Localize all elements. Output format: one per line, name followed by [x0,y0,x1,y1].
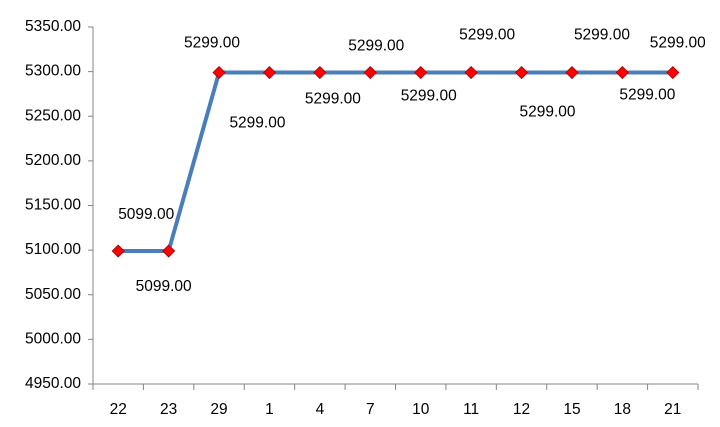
x-tick-label: 22 [110,401,127,418]
x-tick-label: 21 [664,401,681,418]
data-label: 5099.00 [118,206,174,223]
data-label: 5299.00 [184,35,240,52]
x-tick-label: 10 [412,401,430,418]
y-tick-label: 5150.00 [25,197,81,214]
data-label: 5299.00 [619,87,675,104]
marker [464,65,478,80]
marker [313,65,327,80]
marker [363,65,377,80]
y-tick-label: 5350.00 [25,18,81,35]
data-label: 5299.00 [305,91,361,108]
x-tick-label: 23 [160,401,177,418]
x-tick-label: 1 [265,401,274,418]
marker [615,65,629,80]
x-tick-label: 18 [614,401,631,418]
x-tick-label: 7 [366,401,375,418]
y-tick-label: 5050.00 [25,286,81,303]
data-label: 5299.00 [520,104,576,121]
x-tick-label: 29 [210,401,227,418]
marker [111,244,125,258]
data-label: 5299.00 [229,115,285,132]
x-tick-label: 11 [463,401,479,418]
data-label: 5299.00 [459,27,515,44]
y-tick-label: 5250.00 [25,107,81,124]
series-line [118,70,673,254]
data-label: 5299.00 [401,88,457,105]
data-label: 5299.00 [574,27,630,44]
marker [162,244,176,258]
x-tick-label: 15 [563,401,580,418]
data-label: 5099.00 [136,278,192,295]
x-tick-label: 12 [513,401,530,418]
y-tick-label: 5300.00 [25,63,81,80]
marker [212,65,226,80]
y-tick-label: 5100.00 [25,241,81,258]
marker [414,65,428,80]
y-tick-label: 4950.00 [25,375,81,392]
marker [666,65,680,80]
data-label: 5299.00 [650,35,706,52]
marker [514,65,529,80]
marker [565,65,579,80]
y-tick-label: 5200.00 [25,152,81,169]
data-label: 5299.00 [348,38,404,55]
x-tick-label: 4 [316,401,325,418]
marker [262,65,277,80]
y-tick-label: 5000.00 [25,330,81,347]
